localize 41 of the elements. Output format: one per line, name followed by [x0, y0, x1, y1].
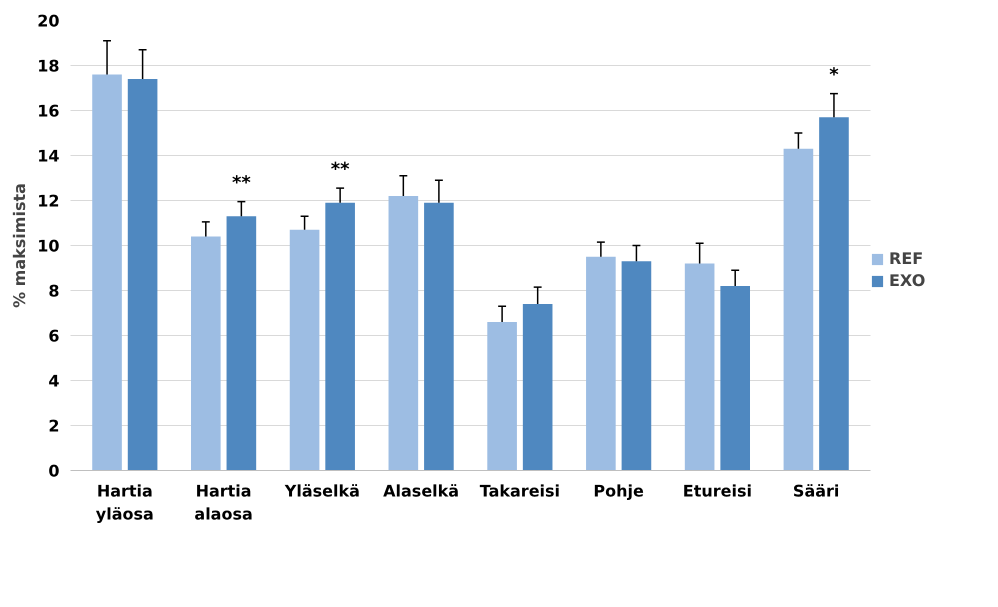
- x-tick-label: Etureisi: [682, 482, 752, 500]
- x-tick-label: Hartia alaosa: [194, 482, 253, 524]
- x-tick-label: Pohje: [593, 482, 644, 500]
- bar: [819, 117, 849, 470]
- bar: [190, 236, 221, 470]
- y-tick-label: 2: [48, 416, 60, 436]
- y-tick-label: 12: [37, 192, 60, 210]
- bar: [92, 74, 122, 470]
- bar: [424, 202, 454, 470]
- legend-label: REF: [889, 249, 924, 268]
- y-tick-label: 20: [37, 12, 60, 30]
- bar: [487, 322, 517, 470]
- bar: [784, 148, 814, 470]
- y-tick-label: 8: [48, 282, 60, 300]
- y-axis-title: % maksimista: [10, 183, 30, 308]
- bar: [622, 261, 652, 470]
- bar: [290, 230, 320, 470]
- x-tick-label: Hartia yläosa: [96, 482, 154, 524]
- y-tick-label: 16: [37, 102, 60, 120]
- x-tick-label: Yläselkä: [284, 482, 360, 500]
- bar: [586, 256, 616, 470]
- y-tick-label: 10: [37, 236, 60, 256]
- x-tick-label: Alaselkä: [383, 482, 460, 500]
- bar: [388, 196, 418, 470]
- bar: [684, 264, 714, 470]
- bar: [522, 304, 552, 470]
- y-tick-label: 14: [37, 146, 60, 166]
- bar: [128, 79, 158, 470]
- bar: [720, 286, 750, 470]
- y-tick-label: 4: [48, 372, 60, 390]
- legend-label: EXO: [889, 271, 926, 290]
- x-tick-label: Sääri: [792, 482, 840, 500]
- y-tick-label: 18: [37, 56, 60, 76]
- bar: [226, 216, 256, 470]
- y-tick-label: 6: [48, 326, 60, 346]
- annotation: **: [232, 172, 252, 194]
- bar: [325, 202, 355, 470]
- y-tick-label: 0: [48, 462, 60, 480]
- annotation: **: [330, 159, 350, 180]
- annotation: *: [829, 64, 840, 86]
- x-tick-label: Takareisi: [480, 482, 560, 500]
